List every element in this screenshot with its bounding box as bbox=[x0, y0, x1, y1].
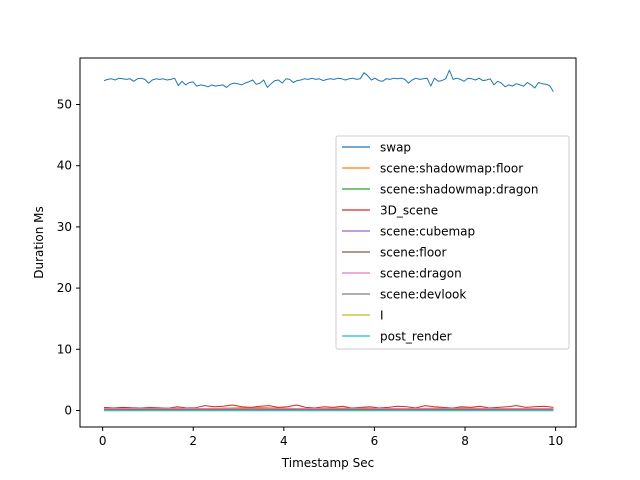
y-tick-label: 30 bbox=[57, 220, 72, 234]
legend-label: post_render bbox=[380, 330, 452, 344]
legend-items: swap scene:shadowmap:floor scene:shadowmap… bbox=[342, 141, 538, 344]
x-tick-label: 0 bbox=[99, 434, 107, 448]
y-axis-label: Duration Ms bbox=[32, 206, 46, 279]
x-axis-label: Timestamp Sec bbox=[281, 456, 374, 470]
x-tick-label: 8 bbox=[461, 434, 469, 448]
y-tick-label: 50 bbox=[57, 98, 72, 112]
y-tick-label: 20 bbox=[57, 281, 72, 295]
x-tick-label: 10 bbox=[548, 434, 563, 448]
legend: swap scene:shadowmap:floor scene:shadowmap… bbox=[335, 135, 570, 350]
y-tick-label: 10 bbox=[57, 342, 72, 356]
legend-box bbox=[335, 135, 570, 350]
legend-label: swap bbox=[380, 141, 411, 155]
plot-frame bbox=[79, 57, 577, 428]
y-axis: 0 10 20 30 40 50 bbox=[57, 98, 80, 417]
x-tick-label: 6 bbox=[371, 434, 379, 448]
y-tick-label: 0 bbox=[64, 403, 72, 417]
x-tick-label: 2 bbox=[189, 434, 197, 448]
legend-label: scene:cubemap bbox=[380, 225, 475, 239]
legend-label: scene:shadowmap:floor bbox=[380, 162, 523, 176]
series-line bbox=[103, 408, 554, 410]
legend-label: scene:devlook bbox=[380, 288, 466, 302]
legend-label: 3D_scene bbox=[380, 204, 438, 218]
x-axis: 0 2 4 6 8 10 bbox=[99, 427, 563, 448]
legend-label: scene:dragon bbox=[380, 267, 462, 281]
series-line bbox=[103, 69, 554, 92]
legend-label: scene:shadowmap:dragon bbox=[380, 183, 538, 197]
legend-label: I bbox=[380, 309, 384, 323]
legend-label: scene:floor bbox=[380, 246, 447, 260]
y-tick-label: 40 bbox=[57, 159, 72, 173]
x-tick-label: 4 bbox=[280, 434, 288, 448]
plot-lines bbox=[103, 69, 554, 412]
series-line bbox=[103, 404, 554, 409]
